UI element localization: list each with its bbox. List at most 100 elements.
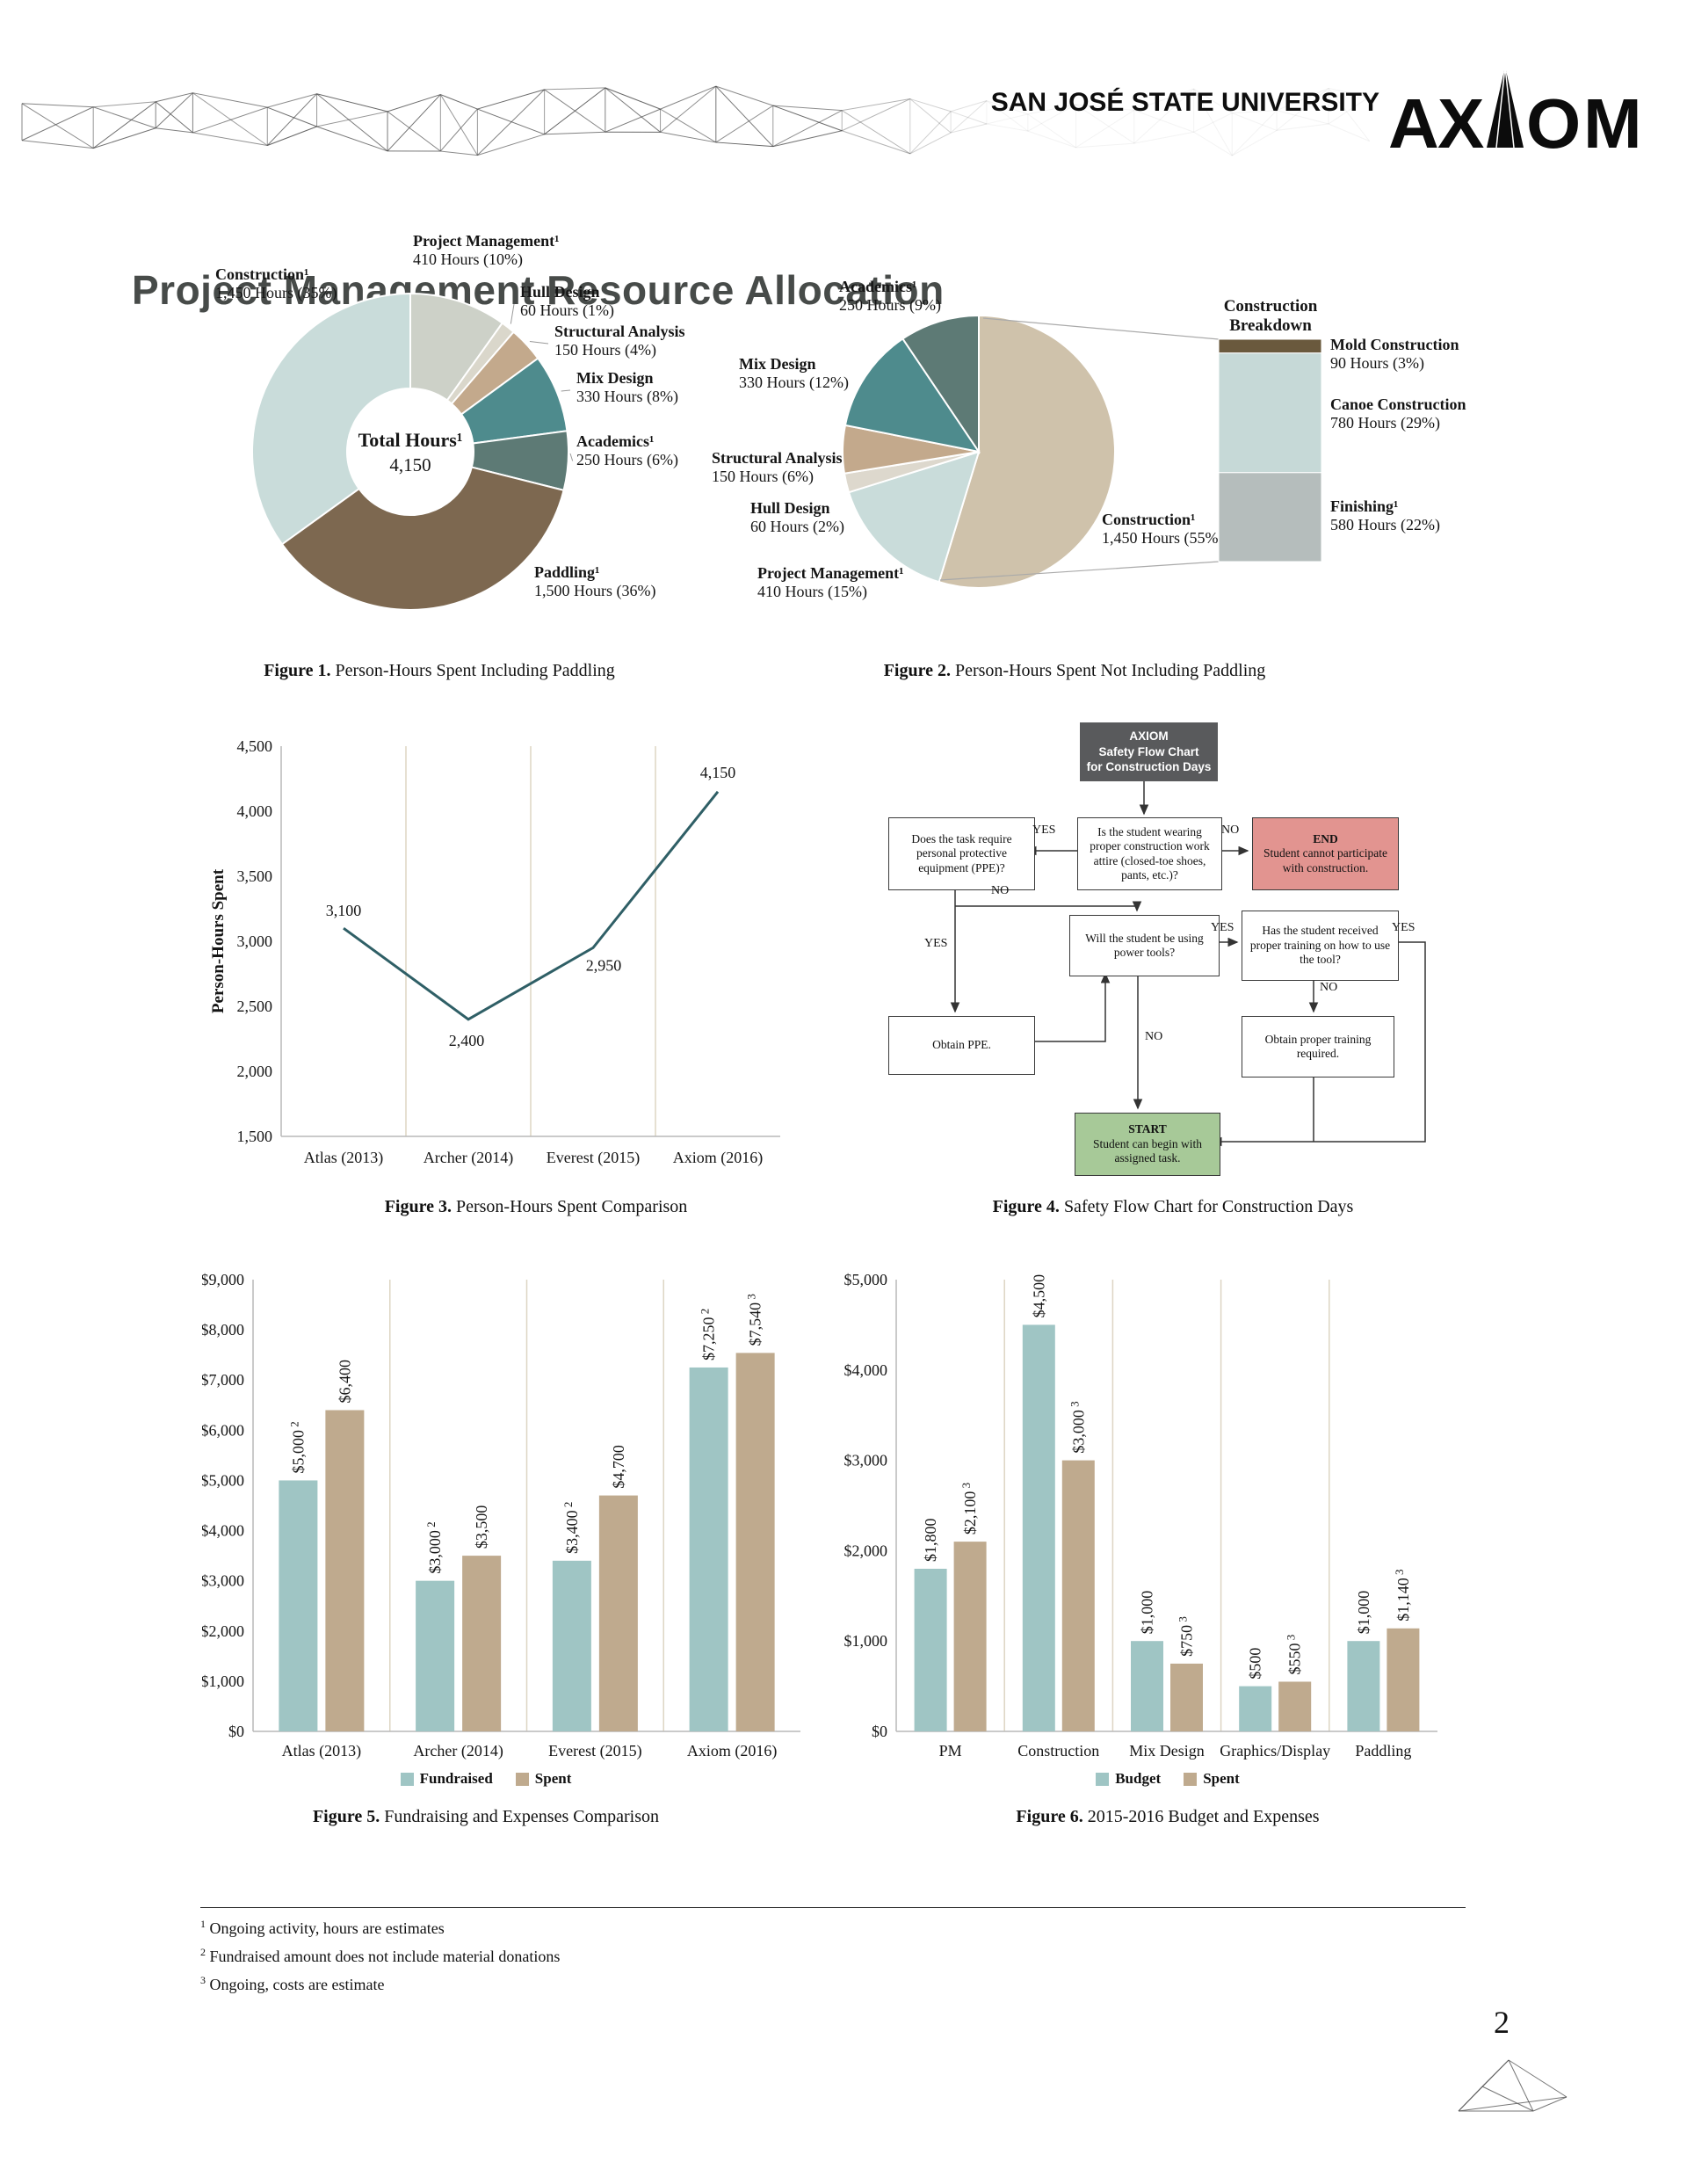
fig3-ytick-3500: 3,500 [237, 867, 273, 885]
fig6-bar-spent-2 [1170, 1663, 1203, 1731]
fig6-legend: Budget Spent [939, 1770, 1396, 1788]
fig2-slice-5 [901, 314, 980, 455]
fig6-category-1: Construction [1017, 1742, 1099, 1760]
fig4-node-training-text: Has the student received proper training… [1249, 924, 1391, 967]
fig6-bar-label-0-3: $500 [1247, 1648, 1264, 1680]
fig5-bar-label-0-2: $3,400 2 [561, 1502, 581, 1554]
fig3-ytick-4000: 4,000 [237, 802, 273, 820]
corner-mesh-line-3 [1508, 2059, 1534, 2112]
fig5-ytick-7000: $7,000 [202, 1371, 244, 1389]
fig4-edge-ppe-power [955, 901, 1142, 912]
fig6-category-2: Mix Design [1129, 1742, 1205, 1760]
fig6-ytick-1000: $1,000 [844, 1632, 888, 1650]
fig4-label-attire-end: NO [1221, 824, 1240, 837]
fig4-node-power-text: Will the student be using power tools? [1085, 931, 1204, 959]
fig2-breakdown-title2: Breakdown [1229, 316, 1312, 335]
fig2-caption: Figure 2. Person-Hours Spent Not Includi… [846, 661, 1303, 681]
fig1-center-label: Total Hours¹ [358, 429, 463, 451]
fig6-legend-swatch-spent [1184, 1772, 1198, 1786]
fig5-bar-spent-2 [598, 1495, 638, 1731]
fig5-legend-item-spent: Spent [515, 1770, 571, 1788]
fig4-node-start: START Student can begin with assigned ta… [1075, 1113, 1220, 1176]
fig6-ytick-5000: $5,000 [844, 1271, 888, 1288]
fig4-caption-text: Safety Flow Chart for Construction Days [1063, 1197, 1354, 1216]
footnote-3-text: Ongoing, costs are estimate [209, 1976, 385, 1993]
fig3-caption-label: Figure 3. [384, 1197, 452, 1216]
fig6-bar-label-0-4: $1,000 [1355, 1591, 1372, 1635]
fig5-bar-spent-0 [325, 1410, 365, 1731]
fig5-bar-label-0-1: $3,000 2 [424, 1521, 444, 1573]
fig3-ytick-2000: 2,000 [237, 1063, 273, 1080]
fig2-pie-chart: Construction¹ 1,450 Hours (55%) Project Ma… [712, 278, 1466, 601]
fig1-leader-2 [529, 340, 549, 345]
fig4-node-obtain-training-text: Obtain proper training required. [1264, 1032, 1372, 1060]
fig6-bar-spent-4 [1387, 1628, 1420, 1731]
fig2-label-4: Mix Design 330 Hours (12%) [739, 355, 849, 392]
fig3-point-label-0: 3,100 [326, 902, 362, 919]
fig5-ytick-4000: $4,000 [202, 1522, 244, 1540]
fig6-bar-label-1-0: $2,100 3 [959, 1483, 979, 1535]
fig5-bar-chart: $0 $1,000 $2,000 $3,000 $4,000 $5,000 $6,000 $7… [202, 1271, 800, 1760]
footnote-1-sup: 1 [200, 1918, 206, 1930]
fig2-label-1: Project Management¹ 410 Hours (15%) [757, 564, 904, 601]
fig4-label-power-training: YES [1211, 921, 1234, 934]
fig6-legend-item-budget: Budget [1096, 1770, 1161, 1788]
university-name: SAN JOSÉ STATE UNIVERSITY [990, 88, 1379, 117]
fig5-ytick-6000: $6,000 [202, 1421, 244, 1439]
fig5-ytick-2000: $2,000 [202, 1622, 244, 1640]
fig4-flow-arrows [950, 776, 1426, 1147]
fig4-banner-line3: for Construction Days [1086, 760, 1212, 774]
fig6-ytick-0: $0 [872, 1723, 887, 1740]
fig5-bar-label-1-3: $7,540 3 [745, 1294, 764, 1346]
fig5-bar-label-1-0: $6,400 [336, 1360, 353, 1404]
fig1-donut-chart: Project Management¹ 410 Hours (10%) Hull D… [215, 232, 685, 611]
fig5-ytick-0: $0 [228, 1723, 244, 1740]
fig6-bar-label-1-1: $3,000 3 [1068, 1401, 1087, 1453]
fig6-bar-budget-1 [1022, 1324, 1055, 1731]
logo-triangle-line2 [1504, 66, 1515, 149]
fig3-category-3: Axiom (2016) [673, 1149, 764, 1167]
fig6-ytick-4000: $4,000 [844, 1361, 888, 1379]
fig3-caption: Figure 3. Person-Hours Spent Comparison [308, 1197, 764, 1217]
logo-triangle-line [1495, 66, 1506, 149]
logo-letter-A: A [1388, 84, 1439, 156]
fig1-label-3: Mix Design 330 Hours (8%) [576, 369, 678, 406]
fig5-bar-label-0-3: $7,250 2 [699, 1309, 718, 1360]
fig2-label-5: Academics¹ 250 Hours (9%) [839, 278, 941, 315]
fig5-category-1: Archer (2014) [413, 1742, 503, 1760]
fig1-center-value: 4,150 [389, 454, 431, 475]
fig4-node-ppe: Does the task require personal protectiv… [888, 817, 1035, 890]
fig3-line-chart: 1,500 2,000 2,500 3,000 3,500 4,000 4,500 3,100… [209, 737, 780, 1167]
corner-mesh-line-6 [1481, 2059, 1510, 2087]
logo-triangle-letter-i [1487, 67, 1524, 148]
fig4-node-attire-text: Is the student wearing proper constructi… [1090, 824, 1210, 882]
fig1-caption-label: Figure 1. [264, 661, 331, 680]
fig6-caption-text: 2015-2016 Budget and Expenses [1087, 1807, 1320, 1826]
fig5-caption: Figure 5. Fundraising and Expenses Compa… [257, 1807, 714, 1827]
fig5-legend: Fundraised Spent [257, 1770, 714, 1788]
fig4-flowchart: AXIOM Safety Flow Chart for Construction… [879, 712, 1450, 1178]
footnote-2-text: Fundraised amount does not include mater… [209, 1948, 561, 1965]
footnote-1: 1 Ongoing activity, hours are estimates [200, 1918, 445, 1938]
fig5-ytick-5000: $5,000 [202, 1471, 244, 1489]
fig6-caption: Figure 6. 2015-2016 Budget and Expenses [939, 1807, 1396, 1827]
page-title: Project Management Resource Allocation [132, 267, 945, 313]
corner-mesh-line-7 [1481, 2086, 1534, 2112]
fig2-breakdown-seg-1 [1218, 352, 1322, 474]
fig6-caption-label: Figure 6. [1016, 1807, 1083, 1826]
footnote-1-text: Ongoing activity, hours are estimates [209, 1919, 445, 1937]
fig2-breakdown-title1: Construction [1224, 297, 1318, 316]
fig3-point-label-3: 4,150 [700, 764, 736, 781]
fig5-bar-fundraised-3 [689, 1367, 728, 1731]
fig3-y-axis-title: Person-Hours Spent [209, 868, 228, 1013]
fig4-caption-label: Figure 4. [992, 1197, 1060, 1216]
fig5-bar-label-1-2: $4,700 [610, 1445, 627, 1489]
fig6-bar-spent-1 [1061, 1460, 1095, 1731]
footnote-3: 3 Ongoing, costs are estimate [200, 1974, 384, 1994]
fig1-label-0: Project Management¹ 410 Hours (10%) [413, 232, 560, 269]
fig4-label-power-start: NO [1145, 1030, 1163, 1043]
fig3-ytick-1500: 1,500 [237, 1128, 273, 1145]
fig4-node-start-text: Student can begin with assigned task. [1092, 1136, 1203, 1165]
fig2-label-3: Structural Analysis 150 Hours (6%) [712, 449, 843, 486]
